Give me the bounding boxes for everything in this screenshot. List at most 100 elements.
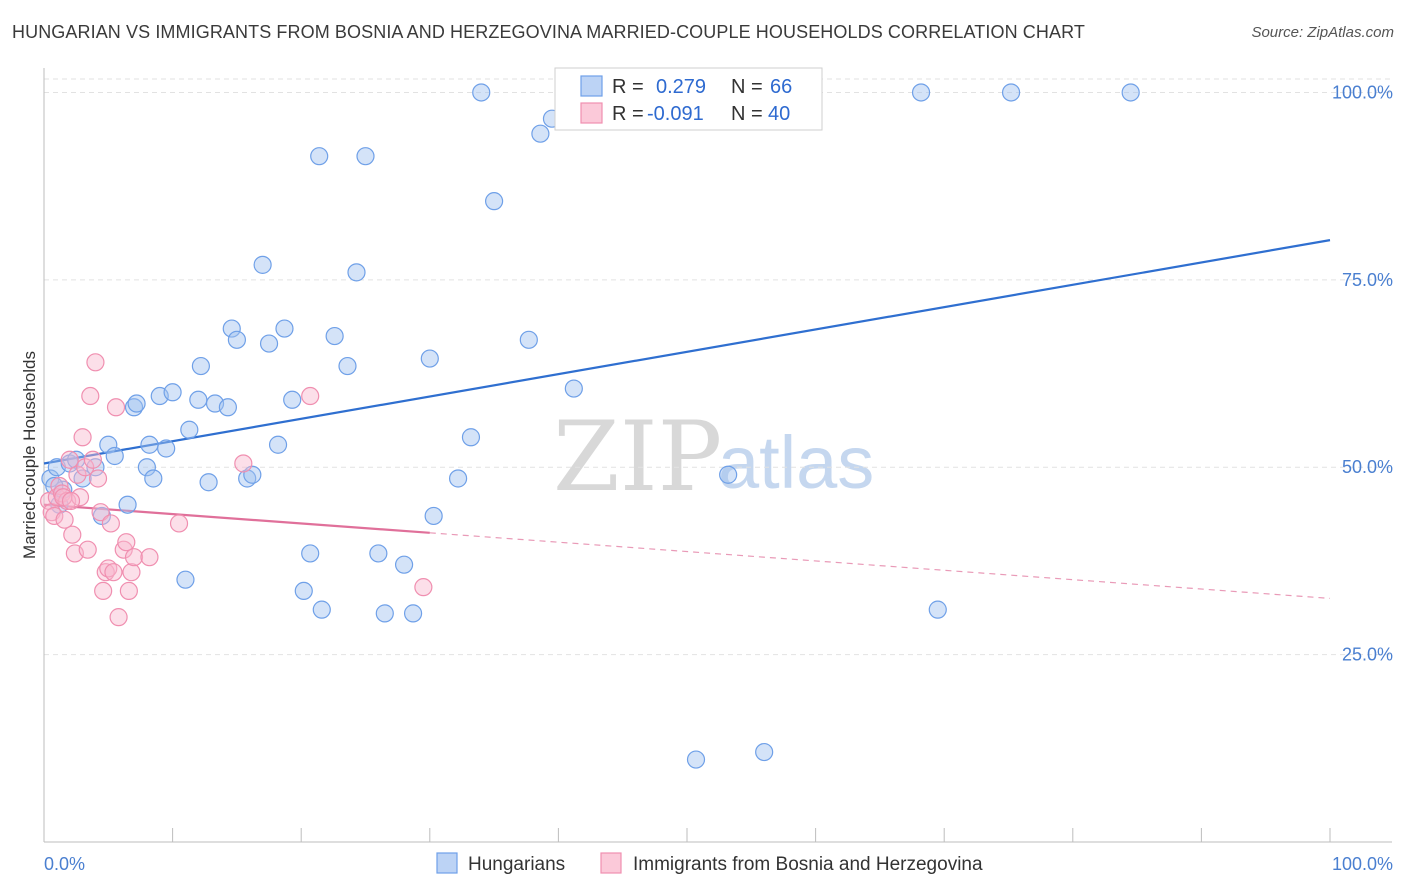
point-hungarians	[686, 750, 706, 769]
legend-n-value-1: 66	[770, 76, 792, 98]
bottom-legend-label-hungarians: Hungarians	[468, 854, 565, 875]
point-bosnia	[86, 353, 105, 372]
grid-lines	[44, 78, 1392, 656]
point-bosnia	[78, 540, 97, 559]
point-hungarians	[485, 192, 504, 211]
point-hungarians	[118, 495, 137, 514]
point-hungarians	[928, 600, 947, 619]
point-bosnia	[106, 398, 126, 417]
point-hungarians	[157, 439, 176, 458]
legend-swatch-hungarians	[580, 75, 603, 97]
point-hungarians	[356, 147, 375, 166]
point-hungarians	[301, 544, 320, 563]
point-bosnia	[76, 458, 95, 477]
legend-r-label-1: R =	[612, 76, 644, 98]
point-bosnia	[88, 469, 108, 488]
point-hungarians	[176, 570, 195, 589]
point-hungarians	[1121, 83, 1140, 102]
point-bosnia	[61, 491, 81, 511]
y-tick-label: 50.0%	[1342, 457, 1393, 477]
point-hungarians	[338, 356, 357, 376]
point-bosnia	[101, 514, 120, 533]
x-tick-label-min: 0.0%	[44, 854, 85, 874]
point-hungarians	[199, 473, 218, 492]
point-hungarians	[140, 435, 159, 454]
point-hungarians	[283, 390, 302, 409]
point-bosnia	[104, 563, 123, 582]
point-bosnia	[83, 450, 102, 469]
point-hungarians	[312, 600, 331, 619]
data-points	[40, 83, 1140, 769]
point-hungarians	[347, 263, 366, 282]
point-hungarians	[253, 255, 272, 274]
point-bosnia	[414, 578, 433, 597]
point-hungarians	[448, 469, 468, 488]
point-hungarians	[375, 604, 394, 623]
legend-r-value-1: 0.279	[656, 76, 706, 98]
y-tick-label: 75.0%	[1342, 270, 1393, 290]
point-bosnia	[124, 548, 144, 567]
point-hungarians	[144, 469, 163, 488]
watermark-zip: ZIP	[553, 401, 722, 513]
point-bosnia	[109, 608, 128, 627]
point-hungarians	[420, 349, 439, 368]
point-hungarians	[325, 326, 344, 346]
chart-title: HUNGARIAN VS IMMIGRANTS FROM BOSNIA AND …	[12, 22, 1085, 42]
point-hungarians	[519, 330, 538, 349]
point-hungarians	[310, 147, 329, 166]
point-hungarians	[180, 420, 199, 439]
point-bosnia	[122, 563, 141, 582]
point-hungarians	[99, 435, 118, 454]
y-axis-label: Married-couple Households	[20, 351, 39, 559]
correlation-legend: R = 0.279 N = 66 R = -0.091 N = 40	[554, 67, 823, 131]
y-tick-labels: 25.0% 50.0% 75.0% 100.0%	[1332, 82, 1393, 664]
point-hungarians	[531, 124, 550, 143]
watermark-atlas: atlas	[718, 421, 874, 504]
point-hungarians	[275, 319, 294, 338]
series-legend: Hungarians Immigrants from Bosnia and He…	[436, 852, 983, 875]
point-hungarians	[461, 428, 481, 447]
point-hungarians	[268, 435, 288, 454]
source-credit: Source: ZipAtlas.com	[1251, 24, 1394, 41]
legend-r-value-2: -0.091	[647, 103, 704, 125]
bottom-legend-label-bosnia: Immigrants from Bosnia and Herzegovina	[633, 854, 983, 875]
point-hungarians	[137, 458, 156, 477]
point-hungarians	[191, 356, 210, 376]
point-bosnia	[73, 428, 92, 447]
point-hungarians	[719, 465, 738, 484]
point-bosnia	[63, 525, 82, 544]
axes	[43, 68, 1392, 843]
point-hungarians	[911, 83, 931, 102]
point-hungarians	[472, 83, 491, 102]
point-hungarians	[394, 555, 414, 574]
point-hungarians	[369, 544, 388, 563]
trend-line-dashed	[429, 532, 1331, 600]
point-bosnia	[91, 503, 110, 522]
point-hungarians	[424, 506, 443, 526]
legend-n-label-2: N =	[731, 103, 763, 125]
point-hungarians	[227, 330, 246, 349]
point-bosnia	[68, 465, 87, 484]
point-hungarians	[755, 742, 774, 762]
point-hungarians	[105, 446, 124, 466]
point-hungarians	[189, 390, 208, 409]
trend-line-solid	[43, 239, 1331, 465]
point-bosnia	[81, 386, 100, 406]
point-hungarians	[218, 398, 237, 417]
point-bosnia	[117, 533, 136, 552]
point-hungarians	[163, 383, 182, 402]
legend-n-value-2: 40	[768, 103, 790, 125]
point-hungarians	[259, 334, 279, 353]
point-bosnia	[301, 386, 320, 406]
point-hungarians	[222, 319, 241, 338]
point-bosnia	[169, 514, 189, 533]
point-bosnia	[55, 510, 74, 529]
point-hungarians	[127, 394, 146, 413]
point-bosnia	[45, 506, 64, 526]
point-hungarians	[564, 379, 583, 398]
y-tick-label: 100.0%	[1332, 82, 1393, 102]
point-bosnia	[94, 581, 113, 601]
point-bosnia	[140, 548, 159, 567]
bottom-legend-swatch-bosnia	[600, 852, 622, 874]
